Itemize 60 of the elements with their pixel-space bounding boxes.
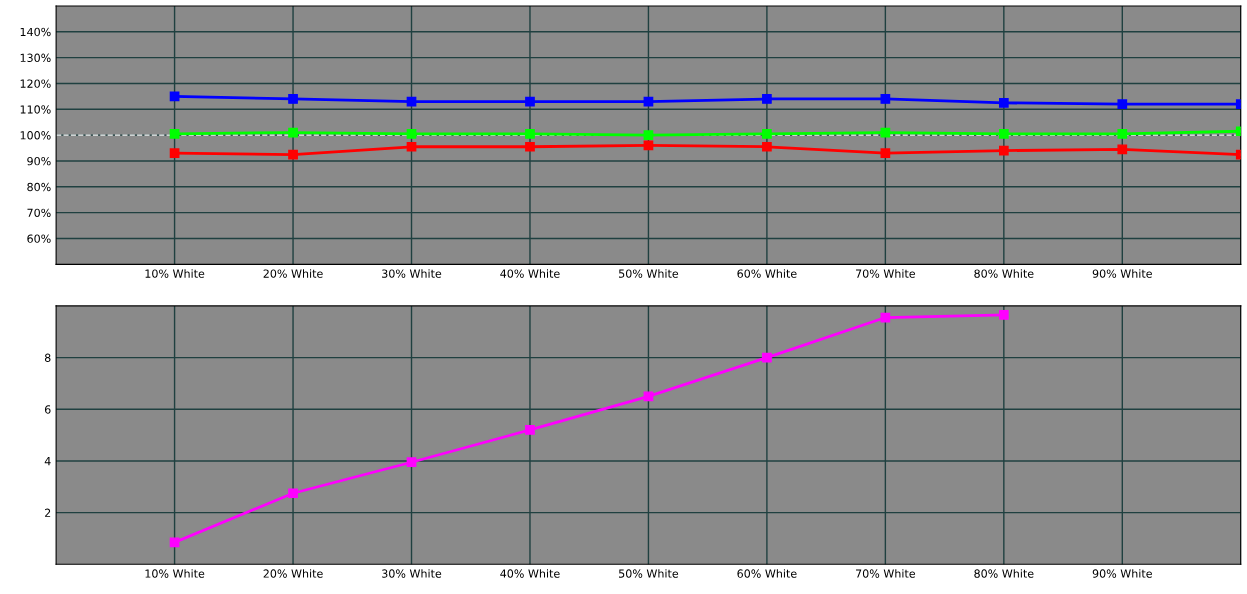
y-tick-label: 140% (20, 27, 51, 37)
point (998, 145, 1009, 156)
x-tick-label: 80% White (974, 269, 1034, 278)
x-tick-label: 10% White (145, 269, 205, 278)
x-tick-label: 40% White (500, 569, 560, 578)
x-tick-label: 40% White (500, 269, 560, 278)
point (288, 149, 298, 160)
x-tick-label: 20% White (263, 269, 323, 278)
point (525, 96, 535, 107)
point (169, 128, 180, 139)
point (288, 488, 298, 499)
y-tick-label: 80% (27, 182, 51, 192)
point (525, 425, 535, 435)
point (880, 148, 891, 159)
point (525, 128, 535, 139)
x-tick-label: 60% White (737, 569, 797, 578)
x-tick-label: 50% White (619, 269, 679, 278)
y-tick-label: 120% (20, 79, 51, 88)
point (1117, 144, 1128, 155)
y-tick-label: 100% (20, 131, 51, 140)
y-tick-label: 110% (20, 105, 51, 114)
point (762, 352, 772, 363)
x-tick-label: 90% White (1092, 269, 1152, 278)
x-tick-label: 30% White (382, 569, 442, 578)
point (169, 148, 180, 159)
point (1117, 99, 1128, 109)
x-tick-label: 70% White (856, 569, 916, 578)
point (288, 127, 298, 138)
point (406, 141, 417, 152)
point (762, 94, 772, 104)
y-tick-label: 6 (44, 405, 51, 414)
point (643, 130, 654, 140)
y-tick-label: 70% (27, 208, 51, 218)
x-tick-label: 90% White (1092, 569, 1152, 578)
y-tick-label: 60% (27, 234, 51, 243)
point (998, 97, 1009, 108)
x-tick-label: 70% White (856, 269, 916, 278)
point (762, 141, 772, 152)
x-tick-label: 20% White (263, 569, 323, 578)
point (1117, 128, 1128, 139)
point (998, 310, 1009, 320)
y-tick-label: 4 (44, 457, 51, 466)
point (880, 94, 891, 104)
point (406, 457, 417, 468)
y-tick-label: 130% (20, 53, 51, 62)
x-tick-label: 80% White (974, 569, 1034, 578)
y-tick-label: 8 (44, 353, 51, 362)
point (525, 141, 535, 152)
x-tick-label: 60% White (737, 269, 797, 278)
x-tick-label: 10% White (145, 569, 205, 578)
point (998, 128, 1009, 139)
point (762, 128, 772, 139)
point (169, 537, 180, 548)
point (288, 94, 298, 104)
y-tick-label: 90% (27, 156, 51, 166)
x-tick-label: 30% White (382, 269, 442, 278)
y-tick-label: 2 (45, 508, 51, 517)
point (643, 391, 654, 402)
point (406, 128, 417, 139)
x-tick-label: 50% White (619, 569, 679, 578)
